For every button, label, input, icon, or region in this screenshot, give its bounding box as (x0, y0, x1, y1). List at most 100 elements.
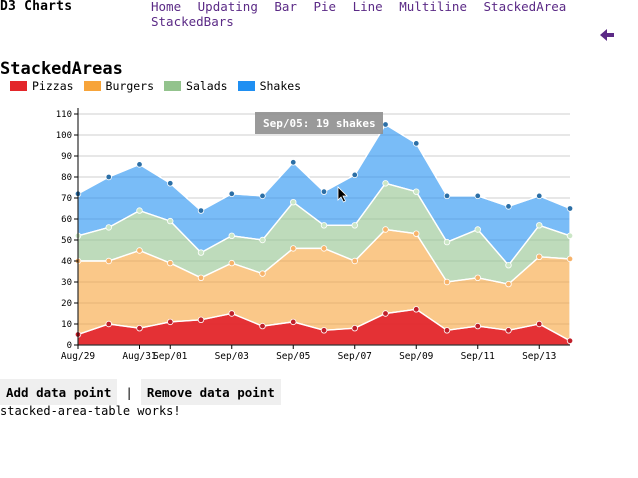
point-salads (167, 217, 174, 225)
point-salads (351, 222, 358, 229)
x-tick-label: Sep/05 (276, 351, 310, 362)
point-salads (382, 180, 389, 187)
point-shakes (382, 121, 389, 128)
point-salads (413, 188, 420, 195)
legend-label-pizzas: Pizzas (32, 79, 74, 93)
point-burgers (536, 253, 543, 260)
point-salads (259, 236, 266, 244)
point-burgers (443, 278, 451, 286)
point-burgers (105, 257, 112, 265)
point-pizzas (167, 318, 174, 326)
legend-swatch-shakes (237, 81, 255, 91)
point-burgers (136, 247, 143, 254)
y-tick-label: 90 (61, 152, 72, 162)
point-shakes (197, 207, 205, 214)
point-shakes (320, 188, 328, 195)
x-tick-label: Sep/09 (399, 351, 434, 362)
y-tick-label: 10 (61, 320, 72, 330)
status-text: stacked-area-table works! (0, 404, 181, 418)
x-tick-label: Aug/29 (61, 351, 96, 362)
point-shakes (167, 180, 174, 187)
point-shakes (505, 203, 512, 210)
legend-item-salads: Salads (164, 79, 228, 93)
point-burgers (320, 245, 328, 252)
y-tick-label: 0 (67, 341, 72, 351)
point-burgers (351, 257, 358, 265)
y-tick-label: 40 (61, 257, 72, 267)
page-title: StackedAreas (0, 59, 123, 79)
point-burgers (413, 230, 420, 237)
point-salads (136, 207, 143, 214)
y-tick-label: 110 (56, 110, 72, 120)
point-burgers (197, 274, 205, 281)
legend-item-burgers: Burgers (83, 79, 155, 93)
point-burgers (167, 259, 174, 267)
point-shakes (136, 161, 143, 168)
point-shakes (351, 171, 358, 179)
point-pizzas (566, 337, 574, 344)
legend-swatch-salads (164, 81, 182, 91)
add-data-point-button[interactable]: Add data point (0, 379, 118, 405)
remove-data-point-button[interactable]: Remove data point (140, 379, 281, 405)
point-burgers (505, 280, 512, 288)
point-pizzas (505, 327, 512, 334)
top-nav: Home Updating Bar Pie Line Multiline Sta… (151, 0, 638, 29)
chart-tooltip (255, 112, 383, 134)
y-tick-label: 20 (61, 299, 72, 309)
y-tick-label: 80 (61, 173, 72, 183)
point-shakes (536, 192, 543, 200)
button-separator: | (125, 384, 133, 400)
legend-item-shakes: Shakes (237, 79, 302, 93)
nav-pie[interactable]: Pie (313, 0, 337, 14)
arrow-left-icon[interactable] (600, 28, 616, 42)
point-pizzas (443, 327, 451, 334)
nav-line[interactable]: Line (352, 0, 383, 14)
x-tick-label: Sep/03 (215, 351, 249, 362)
legend-label-shakes: Shakes (259, 79, 302, 93)
x-tick-label: Sep/13 (522, 351, 556, 362)
point-burgers (474, 274, 481, 281)
nav-stackedarea[interactable]: StackedArea (483, 0, 567, 14)
point-shakes (228, 190, 235, 197)
nav-stackedbars[interactable]: StackedBars (151, 14, 234, 29)
point-shakes (566, 205, 574, 212)
mouse-cursor-icon (337, 186, 348, 203)
point-pizzas (259, 322, 266, 330)
point-shakes (259, 192, 266, 200)
point-pizzas (320, 327, 328, 334)
point-salads (505, 262, 512, 269)
point-salads (105, 224, 112, 231)
y-tick-label: 60 (61, 215, 72, 225)
point-pizzas (290, 318, 297, 326)
point-pizzas (351, 325, 358, 332)
app-brand: D3 Charts (0, 0, 73, 14)
x-tick-label: Sep/01 (153, 351, 188, 362)
point-shakes (105, 173, 112, 181)
chart-tooltip-text: Sep/05: 19 shakes (263, 117, 376, 130)
y-tick-label: 100 (56, 131, 72, 141)
point-salads (443, 238, 451, 246)
x-tick-label: Sep/07 (338, 351, 372, 362)
legend-swatch-pizzas (10, 81, 27, 91)
y-tick-label: 70 (61, 194, 72, 204)
point-burgers (290, 245, 297, 252)
point-pizzas (382, 310, 389, 317)
point-shakes (413, 140, 420, 147)
legend-label-salads: Salads (186, 79, 228, 93)
point-pizzas (536, 320, 543, 328)
nav-home[interactable]: Home (151, 0, 182, 14)
point-burgers (566, 255, 574, 263)
point-salads (228, 232, 235, 239)
chart-legend: Pizzas Burgers Salads Shakes (10, 79, 311, 93)
point-pizzas (136, 325, 143, 332)
legend-label-burgers: Burgers (105, 79, 155, 93)
nav-multiline[interactable]: Multiline (399, 0, 467, 14)
point-pizzas (413, 306, 420, 313)
nav-updating[interactable]: Updating (197, 0, 258, 14)
point-shakes (443, 192, 451, 200)
x-tick-label: Aug/31 (122, 351, 157, 362)
nav-bar[interactable]: Bar (274, 0, 297, 14)
y-tick-label: 50 (61, 236, 72, 246)
point-salads (197, 249, 205, 256)
point-salads (536, 222, 543, 229)
